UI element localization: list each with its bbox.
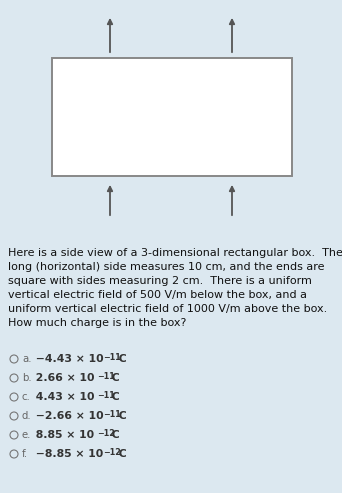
Text: −8.85 × 10: −8.85 × 10 bbox=[32, 449, 103, 459]
Text: −4.43 × 10: −4.43 × 10 bbox=[32, 354, 104, 364]
Text: −12: −12 bbox=[97, 429, 115, 438]
Text: C: C bbox=[115, 411, 127, 421]
Text: vertical electric field of 500 V/m below the box, and a: vertical electric field of 500 V/m below… bbox=[8, 290, 307, 300]
Text: −12: −12 bbox=[104, 448, 121, 457]
Text: b.: b. bbox=[22, 373, 31, 383]
Text: c.: c. bbox=[22, 392, 31, 402]
Text: square with sides measuring 2 cm.  There is a uniform: square with sides measuring 2 cm. There … bbox=[8, 276, 312, 286]
Text: C: C bbox=[115, 354, 127, 364]
Text: uniform vertical electric field of 1000 V/m above the box.: uniform vertical electric field of 1000 … bbox=[8, 304, 327, 314]
Text: e.: e. bbox=[22, 430, 31, 440]
Text: 8.85 × 10: 8.85 × 10 bbox=[32, 430, 94, 440]
Text: −11: −11 bbox=[97, 391, 115, 400]
Text: f.: f. bbox=[22, 449, 28, 459]
Text: −11: −11 bbox=[104, 353, 121, 362]
Text: C: C bbox=[115, 449, 127, 459]
Text: −2.66 × 10: −2.66 × 10 bbox=[32, 411, 104, 421]
Text: −11: −11 bbox=[104, 410, 121, 419]
Text: d.: d. bbox=[22, 411, 31, 421]
Bar bbox=[0, 0, 342, 242]
Text: C: C bbox=[108, 373, 120, 383]
Text: Here is a side view of a 3-dimensional rectangular box.  The: Here is a side view of a 3-dimensional r… bbox=[8, 248, 342, 258]
Text: 2.66 × 10: 2.66 × 10 bbox=[32, 373, 94, 383]
Text: −11: −11 bbox=[97, 372, 115, 381]
Bar bbox=[52, 58, 292, 176]
Text: C: C bbox=[108, 430, 120, 440]
Text: C: C bbox=[108, 392, 120, 402]
Text: How much charge is in the box?: How much charge is in the box? bbox=[8, 318, 186, 328]
Text: a.: a. bbox=[22, 354, 31, 364]
Text: 4.43 × 10: 4.43 × 10 bbox=[32, 392, 94, 402]
Text: long (horizontal) side measures 10 cm, and the ends are: long (horizontal) side measures 10 cm, a… bbox=[8, 262, 325, 272]
